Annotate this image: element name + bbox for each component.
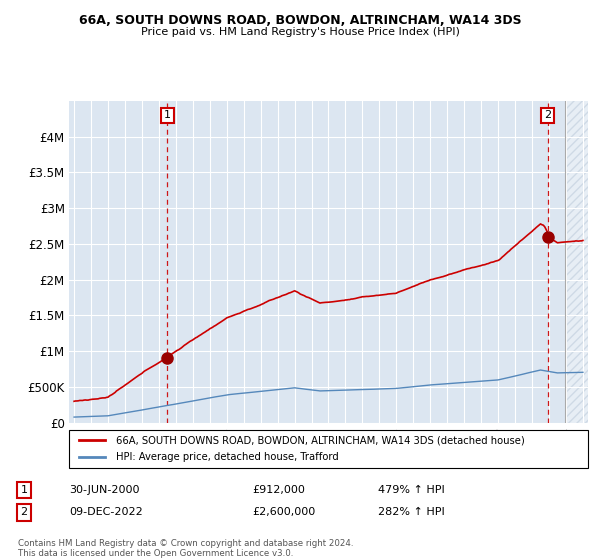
Text: Price paid vs. HM Land Registry's House Price Index (HPI): Price paid vs. HM Land Registry's House … bbox=[140, 27, 460, 37]
Text: £912,000: £912,000 bbox=[252, 485, 305, 495]
Text: 1: 1 bbox=[164, 110, 171, 120]
Bar bbox=[565, 101, 599, 423]
Text: 1: 1 bbox=[20, 485, 28, 495]
Text: 2: 2 bbox=[20, 507, 28, 517]
Bar bbox=[565, 101, 593, 423]
Text: 66A, SOUTH DOWNS ROAD, BOWDON, ALTRINCHAM, WA14 3DS (detached house): 66A, SOUTH DOWNS ROAD, BOWDON, ALTRINCHA… bbox=[116, 435, 524, 445]
Text: Contains HM Land Registry data © Crown copyright and database right 2024.
This d: Contains HM Land Registry data © Crown c… bbox=[18, 539, 353, 558]
Bar bbox=[565, 101, 593, 423]
Text: £2,600,000: £2,600,000 bbox=[252, 507, 315, 517]
Text: 30-JUN-2000: 30-JUN-2000 bbox=[69, 485, 139, 495]
Text: 2: 2 bbox=[544, 110, 551, 120]
Text: HPI: Average price, detached house, Trafford: HPI: Average price, detached house, Traf… bbox=[116, 452, 338, 462]
Text: 479% ↑ HPI: 479% ↑ HPI bbox=[378, 485, 445, 495]
Text: 282% ↑ HPI: 282% ↑ HPI bbox=[378, 507, 445, 517]
Text: 66A, SOUTH DOWNS ROAD, BOWDON, ALTRINCHAM, WA14 3DS: 66A, SOUTH DOWNS ROAD, BOWDON, ALTRINCHA… bbox=[79, 14, 521, 27]
FancyBboxPatch shape bbox=[69, 430, 588, 468]
Text: 09-DEC-2022: 09-DEC-2022 bbox=[69, 507, 143, 517]
